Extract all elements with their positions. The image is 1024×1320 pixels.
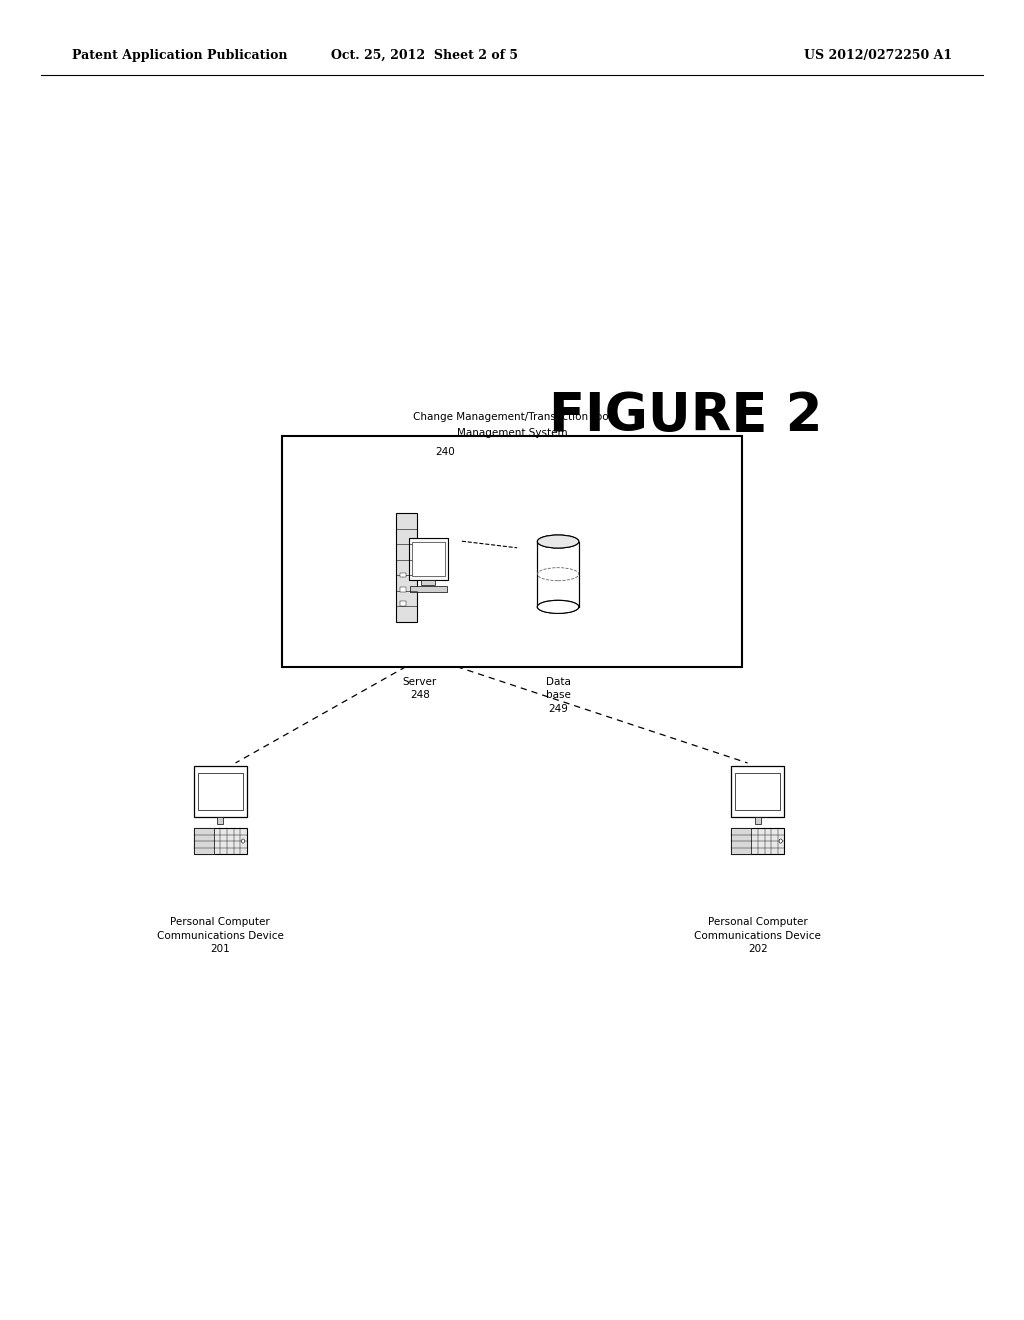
Bar [395,513,417,622]
Bar [735,772,780,810]
Circle shape [242,840,245,843]
Text: US 2012/0272250 A1: US 2012/0272250 A1 [804,49,952,62]
Bar [755,817,761,824]
Bar [421,579,435,585]
Ellipse shape [538,601,579,614]
Bar [194,828,214,854]
Ellipse shape [538,601,579,614]
Ellipse shape [538,535,579,548]
Bar [282,436,742,667]
Text: 240: 240 [435,447,456,458]
Bar [400,587,407,591]
Text: FIGURE 2: FIGURE 2 [549,389,823,442]
Bar [538,541,579,607]
Text: Change Management/Transaction Tool: Change Management/Transaction Tool [413,412,611,422]
Bar [410,586,446,593]
Text: Server
248: Server 248 [402,677,437,701]
Bar [400,573,407,577]
Text: Personal Computer
Communications Device
202: Personal Computer Communications Device … [694,917,821,954]
Bar [731,766,784,817]
Bar [731,828,784,854]
Bar [194,828,247,854]
Circle shape [779,840,782,843]
Text: Management System: Management System [457,428,567,438]
Bar [400,602,407,606]
Text: Personal Computer
Communications Device
201: Personal Computer Communications Device … [157,917,284,954]
Text: Patent Application Publication: Patent Application Publication [72,49,287,62]
Bar [412,543,444,576]
Text: Oct. 25, 2012  Sheet 2 of 5: Oct. 25, 2012 Sheet 2 of 5 [332,49,518,62]
Bar [217,817,223,824]
Bar [194,766,247,817]
Text: Data
base
249: Data base 249 [546,677,570,714]
Ellipse shape [538,535,579,548]
Bar [731,828,752,854]
Bar [538,541,579,607]
Bar [409,537,449,579]
Bar [198,772,243,810]
